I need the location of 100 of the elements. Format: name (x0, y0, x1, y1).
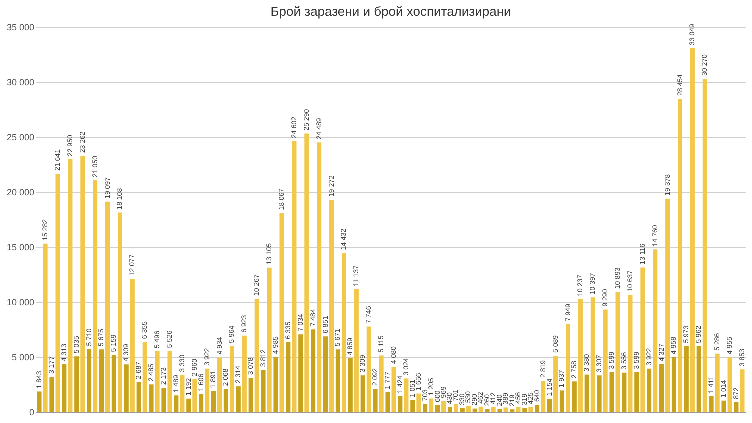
bar (590, 298, 596, 412)
bar (696, 346, 702, 412)
bar (311, 330, 316, 412)
bar (554, 356, 558, 412)
y-tick-label: 20 000 (6, 188, 34, 198)
bar (142, 342, 148, 412)
bar (728, 357, 732, 412)
bar (584, 374, 590, 412)
bar (162, 388, 166, 412)
bar (68, 160, 73, 412)
bar (136, 382, 142, 412)
bar (242, 336, 247, 412)
bar (653, 250, 658, 412)
bar (572, 382, 577, 412)
bar (410, 400, 416, 412)
bar (261, 370, 266, 412)
bar (56, 174, 60, 412)
bar (99, 350, 104, 412)
bar (336, 350, 340, 412)
bar (678, 99, 683, 412)
y-tick-label: 15 000 (6, 242, 34, 252)
bar (690, 48, 695, 412)
bar (672, 357, 676, 412)
bar (429, 398, 434, 412)
bar (342, 253, 347, 412)
bar (423, 404, 428, 412)
bar (647, 368, 652, 412)
bar (709, 396, 714, 412)
bar (74, 356, 80, 412)
bar (640, 268, 646, 412)
bar (149, 384, 154, 412)
bar (106, 202, 110, 412)
bar (50, 377, 54, 412)
bar (93, 180, 98, 412)
bar (610, 372, 614, 412)
bar (702, 79, 708, 412)
bar (348, 358, 353, 412)
y-tick-label: 35 000 (6, 22, 34, 32)
bar (535, 404, 540, 412)
y-tick-label: 25 000 (6, 132, 34, 142)
y-tick-label: 5 000 (12, 352, 34, 362)
bar (354, 289, 359, 412)
bar (485, 409, 490, 412)
bar (379, 356, 384, 412)
bar (236, 386, 241, 412)
bar (448, 407, 452, 412)
bar (87, 349, 92, 412)
y-tick-label: 30 000 (6, 78, 34, 88)
bar (373, 388, 378, 412)
bar (360, 376, 366, 412)
bar (541, 380, 546, 412)
bar (192, 379, 198, 412)
bar (628, 294, 633, 412)
bar (740, 370, 745, 412)
bar (80, 156, 86, 412)
bar (130, 279, 135, 412)
bar (715, 354, 720, 412)
bar (330, 200, 334, 412)
bar (280, 213, 284, 412)
bar (43, 244, 48, 412)
bar (112, 355, 116, 412)
bar (416, 394, 422, 412)
bar (286, 342, 291, 412)
bar (211, 391, 216, 412)
bar (267, 268, 272, 412)
bar (248, 378, 254, 412)
bar (435, 405, 440, 412)
bar (37, 392, 42, 412)
bar (386, 392, 390, 412)
bar (205, 368, 210, 412)
bar (230, 346, 234, 412)
bar (616, 292, 620, 412)
bar (491, 407, 496, 412)
bar (292, 141, 297, 412)
bar (274, 357, 278, 412)
bar (734, 402, 739, 412)
bar (398, 396, 403, 412)
bar (118, 212, 122, 412)
bar (124, 364, 129, 412)
bar (298, 334, 304, 412)
bar (180, 375, 185, 412)
bar (472, 408, 478, 412)
bar (622, 372, 627, 412)
y-tick-label: 10 000 (6, 298, 34, 308)
bar (504, 408, 508, 412)
bar (528, 407, 534, 412)
bar (442, 401, 446, 412)
bar (168, 351, 172, 412)
bar (660, 364, 664, 412)
bar (62, 364, 67, 412)
bar (597, 376, 602, 412)
bar (304, 134, 310, 412)
bar (392, 367, 396, 412)
bar (454, 404, 459, 412)
bar (603, 310, 608, 412)
y-tick-label: 0 (29, 408, 34, 418)
bar (560, 390, 564, 412)
bar (516, 406, 521, 412)
bar (199, 394, 204, 412)
bar (404, 378, 409, 412)
